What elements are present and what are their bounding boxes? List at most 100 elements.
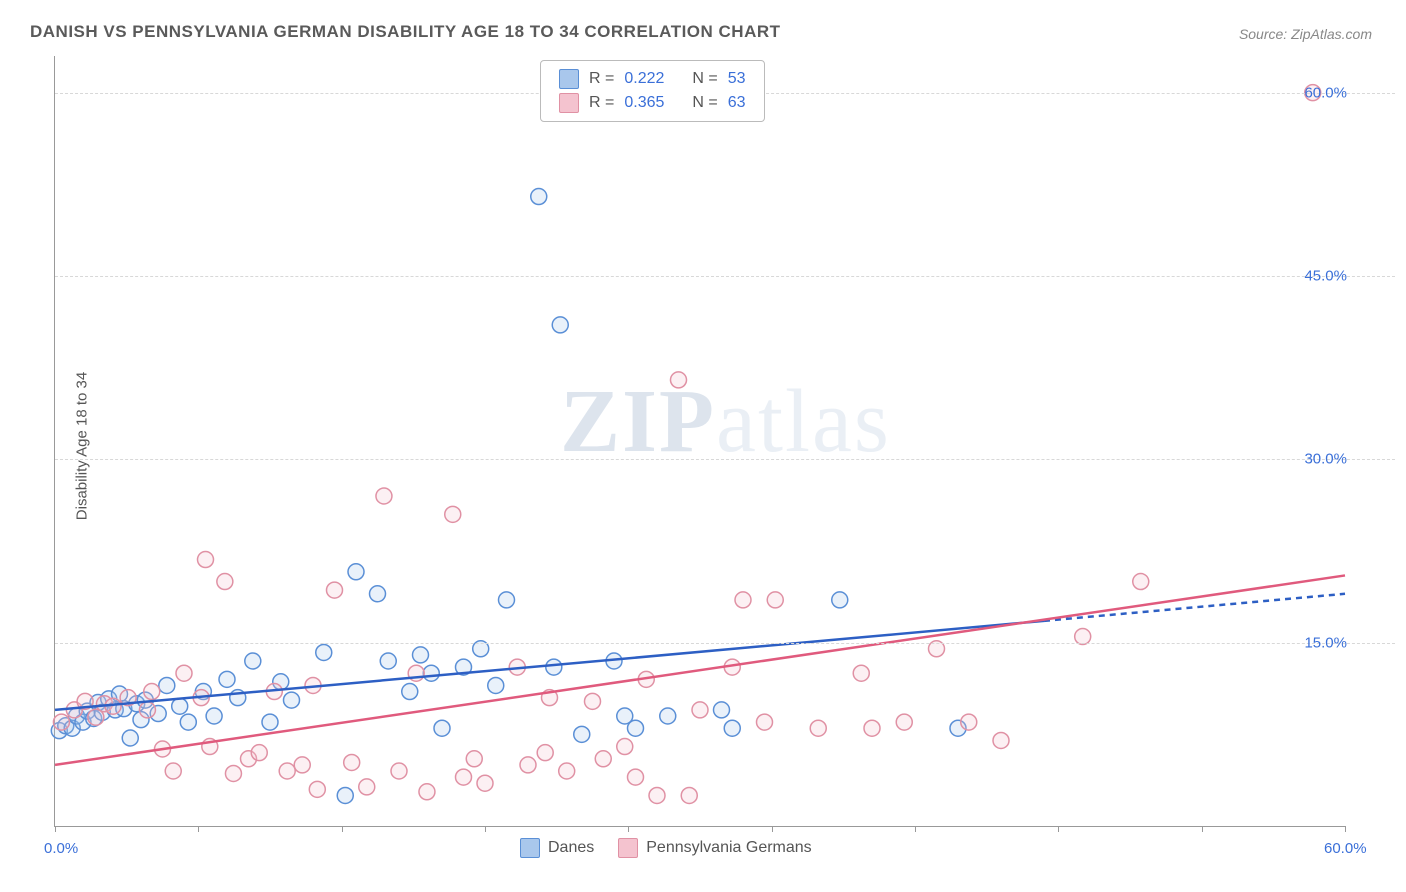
gridline <box>55 643 1395 644</box>
y-tick-label: 30.0% <box>1285 451 1347 468</box>
data-point <box>294 757 310 773</box>
x-axis-min-label: 0.0% <box>44 840 78 857</box>
data-point <box>445 506 461 522</box>
legend-stats-row-0: R = 0.222 N = 53 <box>541 67 764 91</box>
data-point <box>724 720 740 736</box>
data-point <box>309 781 325 797</box>
data-point <box>53 714 69 730</box>
data-point <box>671 372 687 388</box>
legend-swatch-0 <box>559 69 579 89</box>
legend-n-value-0: 53 <box>728 70 746 88</box>
data-point <box>344 754 360 770</box>
data-point <box>217 574 233 590</box>
x-tick <box>1058 826 1059 832</box>
legend-swatch-1 <box>559 93 579 113</box>
x-axis-max-label: 60.0% <box>1324 840 1367 857</box>
data-point <box>488 677 504 693</box>
data-point <box>139 702 155 718</box>
legend-n-label: N = <box>692 70 717 88</box>
data-point <box>1133 574 1149 590</box>
plot-area: 15.0% 30.0% 45.0% 60.0% <box>54 56 1345 827</box>
data-point <box>391 763 407 779</box>
data-point <box>327 582 343 598</box>
chart-title: DANISH VS PENNSYLVANIA GERMAN DISABILITY… <box>30 22 781 42</box>
legend-series-label-1: Pennsylvania Germans <box>646 839 811 857</box>
legend-n-label: N = <box>692 94 717 112</box>
data-point <box>552 317 568 333</box>
x-tick <box>1202 826 1203 832</box>
data-point <box>225 765 241 781</box>
y-tick-label: 15.0% <box>1285 634 1347 651</box>
data-point <box>284 692 300 708</box>
data-point <box>402 684 418 700</box>
data-point <box>810 720 826 736</box>
data-point <box>348 564 364 580</box>
data-point <box>359 779 375 795</box>
source-attribution: Source: ZipAtlas.com <box>1239 26 1372 42</box>
data-point <box>144 684 160 700</box>
data-point <box>628 769 644 785</box>
data-point <box>279 763 295 779</box>
legend-series: Danes Pennsylvania Germans <box>520 838 812 858</box>
legend-r-value-0: 0.222 <box>624 70 664 88</box>
data-point <box>245 653 261 669</box>
data-point <box>864 720 880 736</box>
data-point <box>574 726 590 742</box>
chart-svg <box>55 56 1345 826</box>
data-point <box>423 665 439 681</box>
y-tick-label: 45.0% <box>1285 268 1347 285</box>
legend-stats: R = 0.222 N = 53 R = 0.365 N = 63 <box>540 60 765 122</box>
data-point <box>466 751 482 767</box>
legend-r-label: R = <box>589 94 614 112</box>
data-point <box>159 677 175 693</box>
data-point <box>853 665 869 681</box>
x-tick <box>1345 826 1346 832</box>
legend-bottom-swatch-1 <box>618 838 638 858</box>
y-tick-label: 60.0% <box>1285 84 1347 101</box>
gridline <box>55 276 1395 277</box>
data-point <box>122 730 138 746</box>
regression-line <box>55 575 1345 764</box>
data-point <box>832 592 848 608</box>
x-tick <box>628 826 629 832</box>
data-point <box>585 693 601 709</box>
legend-r-label: R = <box>589 70 614 88</box>
legend-item-1: Pennsylvania Germans <box>618 838 811 858</box>
x-tick <box>772 826 773 832</box>
data-point <box>251 745 267 761</box>
data-point <box>649 787 665 803</box>
data-point <box>681 787 697 803</box>
data-point <box>180 714 196 730</box>
data-point <box>176 665 192 681</box>
x-tick <box>485 826 486 832</box>
data-point <box>413 647 429 663</box>
x-tick <box>55 826 56 832</box>
data-point <box>477 775 493 791</box>
x-tick <box>915 826 916 832</box>
data-point <box>434 720 450 736</box>
data-point <box>198 552 214 568</box>
legend-n-value-1: 63 <box>728 94 746 112</box>
data-point <box>767 592 783 608</box>
data-point <box>595 751 611 767</box>
legend-item-0: Danes <box>520 838 594 858</box>
data-point <box>219 671 235 687</box>
data-point <box>316 644 332 660</box>
data-point <box>172 698 188 714</box>
data-point <box>546 659 562 675</box>
x-tick <box>198 826 199 832</box>
data-point <box>714 702 730 718</box>
data-point <box>993 732 1009 748</box>
legend-stats-row-1: R = 0.365 N = 63 <box>541 91 764 115</box>
data-point <box>757 714 773 730</box>
data-point <box>531 189 547 205</box>
legend-series-label-0: Danes <box>548 839 594 857</box>
data-point <box>380 653 396 669</box>
data-point <box>961 714 977 730</box>
data-point <box>537 745 553 761</box>
data-point <box>617 739 633 755</box>
data-point <box>419 784 435 800</box>
data-point <box>370 586 386 602</box>
gridline <box>55 459 1395 460</box>
data-point <box>499 592 515 608</box>
